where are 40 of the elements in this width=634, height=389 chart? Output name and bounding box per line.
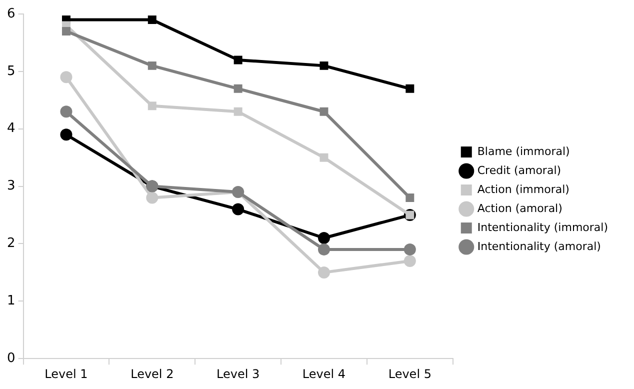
- y-tick-label: 1: [6, 294, 16, 309]
- point: [320, 61, 328, 70]
- legend-label: Credit (amoral): [477, 164, 562, 177]
- point: [406, 194, 414, 202]
- y-tick-label: 6: [6, 6, 16, 22]
- point: [148, 102, 156, 110]
- x-tick-label: Level 4: [302, 366, 346, 381]
- point: [148, 16, 156, 24]
- point: [146, 192, 158, 204]
- point: [404, 254, 416, 267]
- legend-label: Intentionality (amoral): [477, 240, 601, 253]
- y-tick-label: 3: [6, 178, 16, 194]
- point: [60, 71, 72, 84]
- x-tick-label: Level 1: [44, 366, 88, 381]
- point: [320, 153, 328, 162]
- legend-label: Action (amoral): [477, 202, 562, 215]
- point: [232, 203, 244, 216]
- y-tick-label: 0: [6, 350, 16, 366]
- x-tick-label: Level 5: [388, 366, 432, 381]
- point: [60, 128, 72, 141]
- point: [234, 84, 242, 93]
- y-tick-label: 4: [6, 121, 16, 136]
- legend-label: Intentionality (immoral): [477, 220, 608, 234]
- point: [234, 56, 242, 64]
- point: [404, 243, 416, 256]
- legend-label: Action (immoral): [477, 182, 570, 196]
- point: [320, 107, 328, 116]
- y-tick-label: 5: [6, 64, 16, 79]
- point: [62, 26, 70, 36]
- point: [318, 243, 330, 256]
- point: [406, 84, 414, 93]
- point: [318, 232, 330, 244]
- x-tick-label: Level 3: [216, 366, 260, 381]
- point: [318, 266, 330, 278]
- y-tick-label: 2: [6, 236, 16, 252]
- point: [60, 106, 72, 118]
- x-tick-label: Level 2: [130, 366, 174, 381]
- point: [234, 107, 242, 116]
- point: [148, 61, 156, 70]
- legend-label: Blame (immoral): [477, 144, 570, 158]
